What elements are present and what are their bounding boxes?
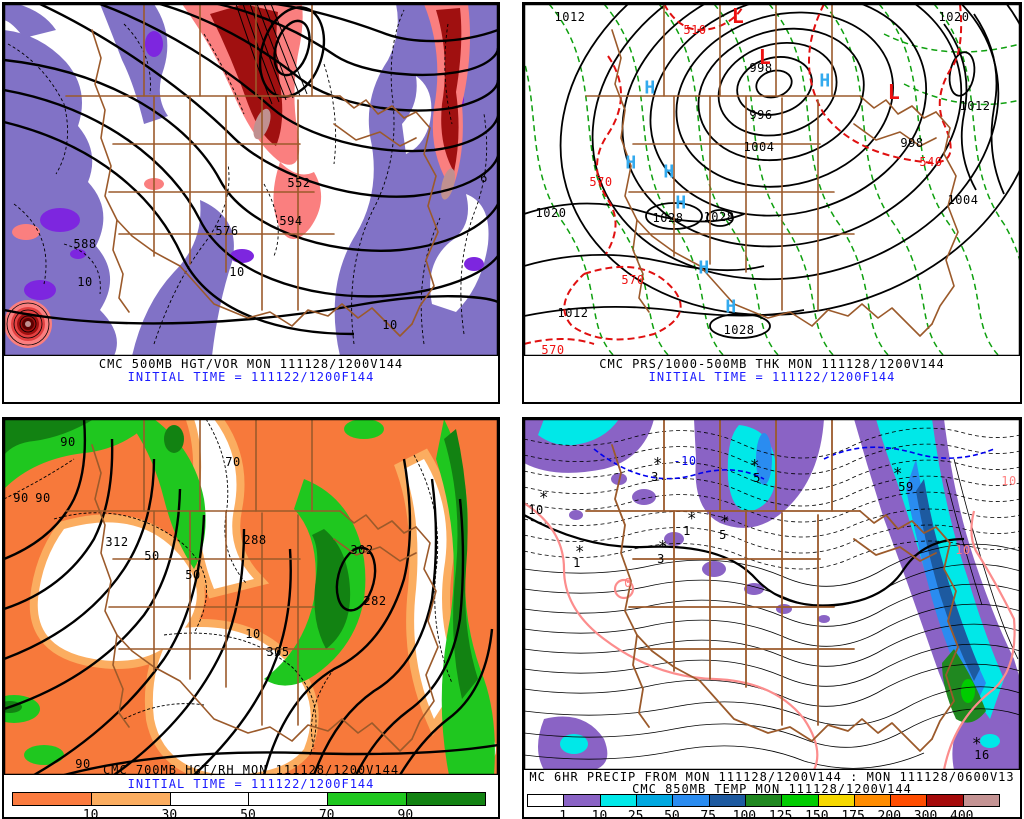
colorbar-tick-label: 300 <box>913 809 938 819</box>
colorbar-segment <box>709 795 746 806</box>
colorbar-segment <box>170 793 250 805</box>
colorbar-segment <box>564 795 601 806</box>
panel1-initial-time: INITIAL TIME = 111122/1200F144 <box>127 370 375 384</box>
colorbar-tick-label: 75 <box>700 809 716 819</box>
colorbar-segment <box>673 795 710 806</box>
panel-500mb-hgt-vor: CMC 500MB HGT/VOR MON 111128/1200V144 IN… <box>2 2 500 404</box>
colorbar-segment <box>782 795 819 806</box>
colorbar-segment <box>636 795 674 806</box>
colorbar-6hr-precip-850mb-temp <box>527 794 1000 807</box>
map-art-700mb-hgt-rh <box>4 419 498 775</box>
colorbar-segment <box>927 795 964 806</box>
colorbar-segment <box>818 795 855 806</box>
colorbar-tick-label: 70 <box>318 808 335 819</box>
colorbar-segment <box>891 795 928 806</box>
colorbar-tick-label: 125 <box>768 809 793 819</box>
colorbar-segment <box>528 795 565 806</box>
colorbar-tick-label: 150 <box>805 809 829 819</box>
colorbar-tick-label: 25 <box>627 809 644 819</box>
colorbar-labels-700mb-height-rh: 10 30 50 70 90 <box>12 808 486 819</box>
panel4-caption: MC 6HR PRECIP FROM MON 111128/1200V144 :… <box>529 770 1015 784</box>
colorbar-tick-label: 10 <box>82 808 99 819</box>
colorbar-tick-label: 200 <box>877 809 902 819</box>
colorbar-segment <box>328 793 408 805</box>
colorbar-tick-label: 175 <box>841 809 865 819</box>
colorbar-tick-label: 400 <box>950 809 974 819</box>
colorbar-segment <box>854 795 892 806</box>
colorbar-tick-label: 30 <box>161 808 178 819</box>
map-art-precip-850temp <box>524 419 1020 770</box>
colorbar-segment <box>600 795 637 806</box>
colorbar-tick-label: 90 <box>397 808 414 819</box>
colorbar-segment <box>91 793 171 805</box>
vort-max-bullseye <box>4 300 52 348</box>
map-art-mslp-thickness <box>524 4 1020 356</box>
colorbar-tick-label: 1 <box>559 809 568 819</box>
colorbar-segment <box>407 793 485 805</box>
colorbar-tick-label: 50 <box>664 809 680 819</box>
panel3-initial-time: INITIAL TIME = 111122/1200F144 <box>127 777 375 791</box>
panel-mslp-thickness: CMC PRS/1000-500MB THK MON 111128/1200V1… <box>522 2 1022 404</box>
map-art-500mb-hgt-vor <box>4 4 498 356</box>
panel4-caption-850temp: CMC 850MB TEMP MON 111128/1200V144 <box>632 782 912 796</box>
panel3-caption: CMC 700MB HGT/RH MON 111128/1200V144 <box>102 763 400 777</box>
panel-700mb-hgt-rh: CMC 700MB HGT/RH MON 111128/1200V144 INI… <box>2 417 500 819</box>
colorbar-segment <box>13 793 92 805</box>
panel1-caption: CMC 500MB HGT/VOR MON 111128/1200V144 <box>98 357 404 371</box>
colorbar-tick-label: 50 <box>240 808 256 819</box>
colorbar-segment <box>249 793 329 805</box>
colorbar-700mb-height-rh <box>12 792 486 806</box>
colorbar-tick-label: 10 <box>591 809 608 819</box>
colorbar-tick-label: 100 <box>732 809 757 819</box>
panel2-caption: CMC PRS/1000-500MB THK MON 111128/1200V1… <box>599 357 945 371</box>
colorbar-segment <box>963 795 1000 806</box>
colorbar-labels-6hr-precip-850mb-temp: 1 10 25 50 75 100 125 150 175 200 300 400 <box>527 809 1000 819</box>
panel-precip-850temp: MC 6HR PRECIP FROM MON 111128/1200V144 :… <box>522 417 1022 819</box>
colorbar-segment <box>745 795 783 806</box>
panel2-initial-time: INITIAL TIME = 111122/1200F144 <box>648 370 896 384</box>
